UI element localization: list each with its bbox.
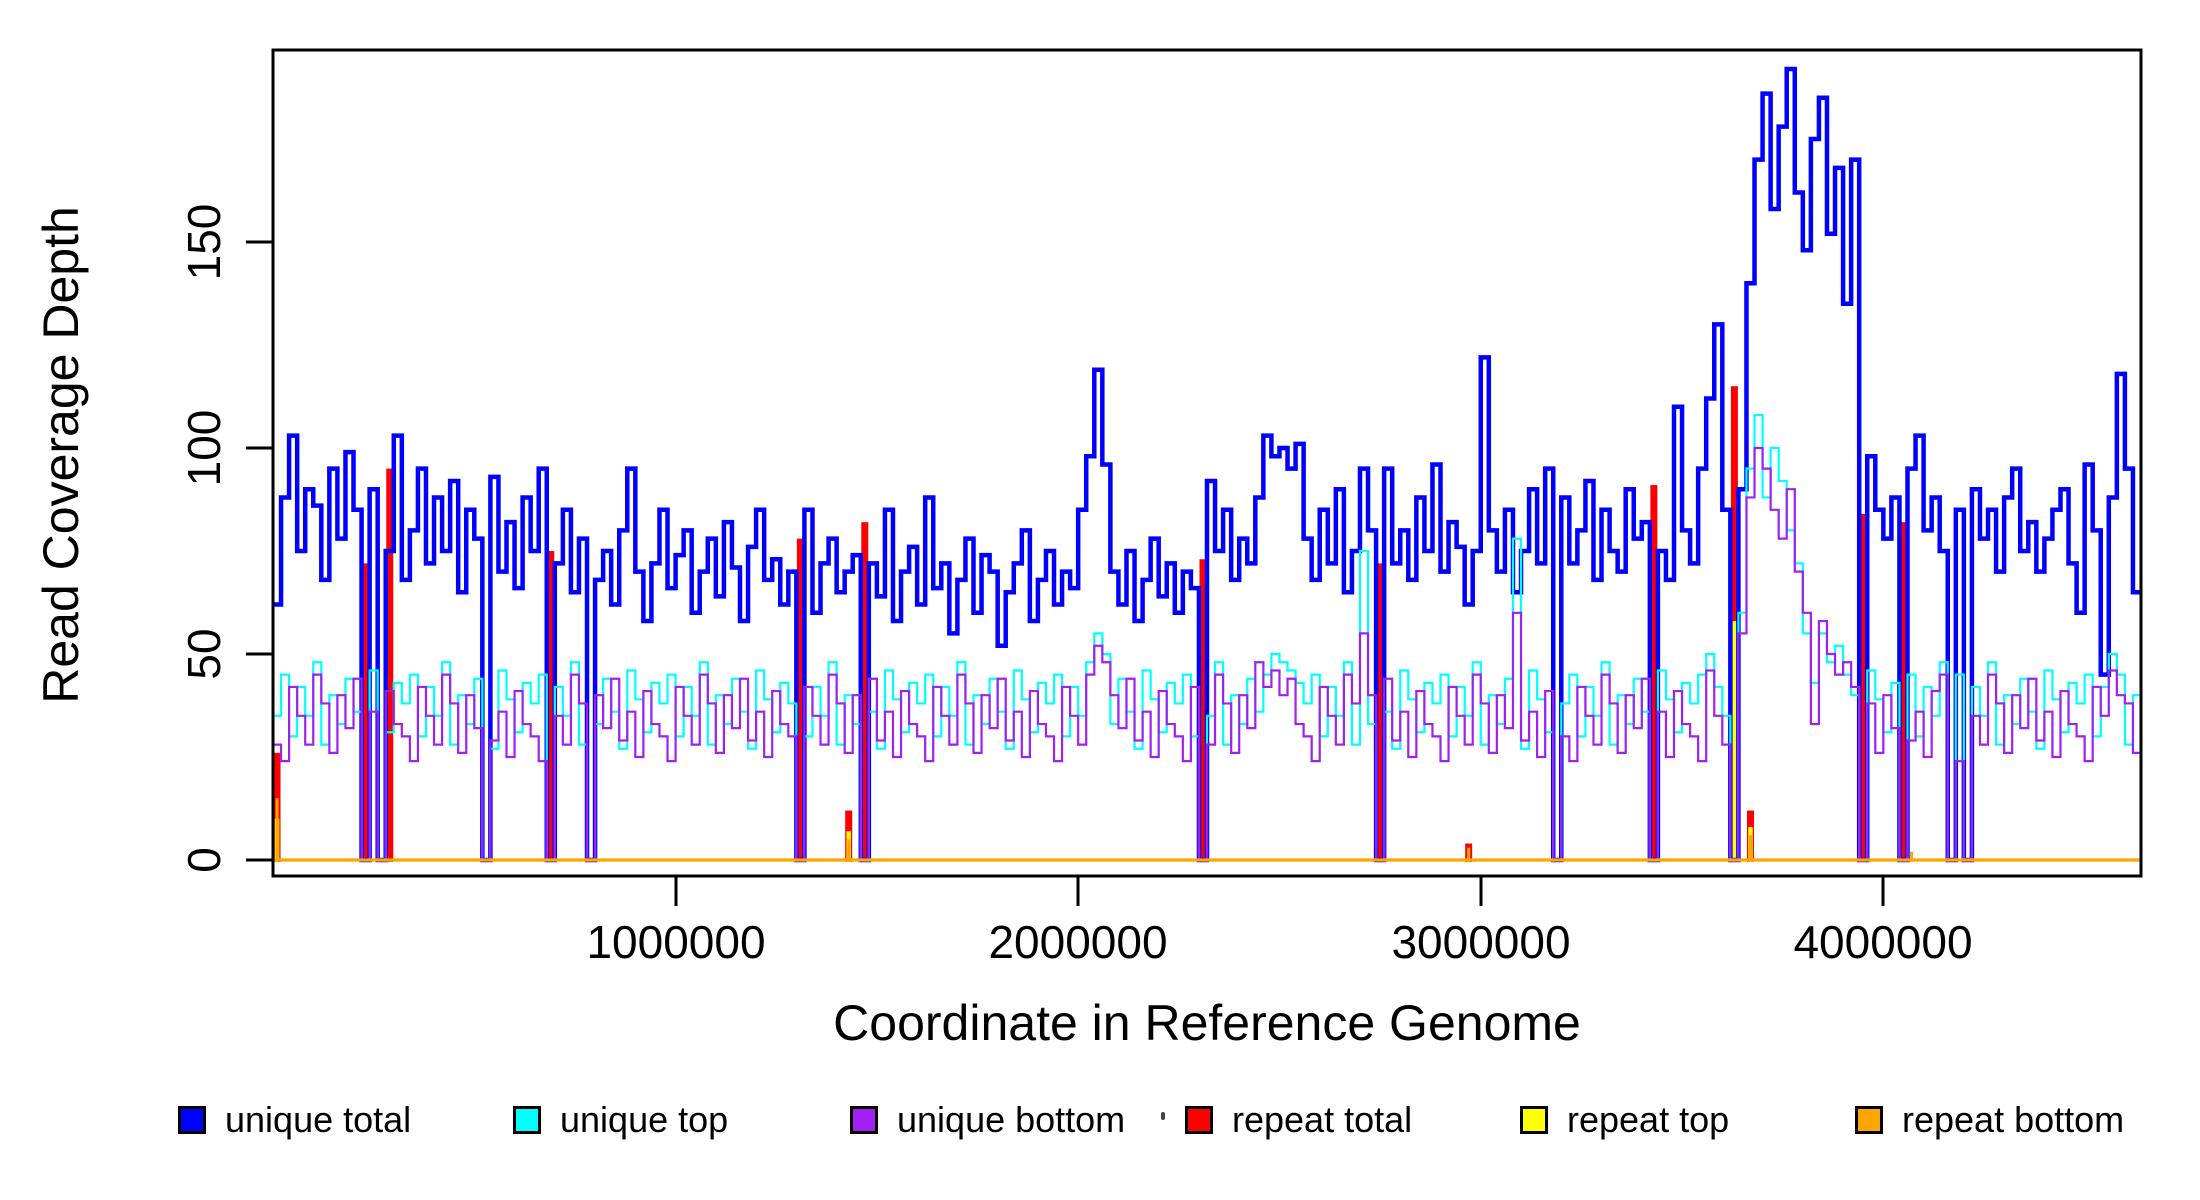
repeat-top-swatch xyxy=(1520,1106,1548,1134)
x-tick-label-3000000: 3000000 xyxy=(1391,916,1570,968)
plot-frame xyxy=(271,48,2143,878)
y-tick-label-100: 100 xyxy=(178,410,230,487)
y-tick-label-150: 150 xyxy=(178,204,230,281)
unique-total-label: unique total xyxy=(225,1099,412,1140)
legend-item-unique-bottom: unique bottom xyxy=(850,1099,1126,1140)
series-layer xyxy=(273,66,2141,863)
repeat-top-label: repeat top xyxy=(1567,1099,1730,1140)
x-axis-ticks xyxy=(674,876,1885,906)
repeat-bottom-swatch xyxy=(1855,1106,1883,1134)
x-axis-title: Coordinate in Reference Genome xyxy=(833,995,1581,1051)
x-tick-label-2000000: 2000000 xyxy=(988,916,1167,968)
legend-item-repeat-total: repeat total xyxy=(1185,1099,1413,1140)
unique-bottom-label: unique bottom xyxy=(897,1099,1126,1140)
repeat-bottom-label: repeat bottom xyxy=(1902,1099,2125,1140)
unique-total-swatch xyxy=(178,1106,206,1134)
unique-top-swatch xyxy=(513,1106,541,1134)
x-tick-label-4000000: 4000000 xyxy=(1793,916,1972,968)
x-tick-label-1000000: 1000000 xyxy=(586,916,765,968)
unique-bottom-swatch xyxy=(850,1106,878,1134)
y-axis-ticks xyxy=(246,240,273,862)
stray-mark xyxy=(1161,1112,1165,1120)
y-tick-label-50: 50 xyxy=(178,628,230,679)
legend-item-unique-total: unique total xyxy=(178,1099,412,1140)
repeat-total-label: repeat total xyxy=(1232,1099,1413,1140)
unique-top-label: unique top xyxy=(560,1099,729,1140)
chart-legend: unique total unique top unique bottom re… xyxy=(0,1099,2200,1142)
legend-item-unique-top: unique top xyxy=(513,1099,729,1140)
legend-item-repeat-bottom: repeat bottom xyxy=(1855,1099,2125,1140)
y-axis-title: Read Coverage Depth xyxy=(33,206,89,704)
legend-item-repeat-top: repeat top xyxy=(1520,1099,1730,1140)
y-tick-label-0: 0 xyxy=(178,847,230,873)
repeat-total-swatch xyxy=(1185,1106,1213,1134)
